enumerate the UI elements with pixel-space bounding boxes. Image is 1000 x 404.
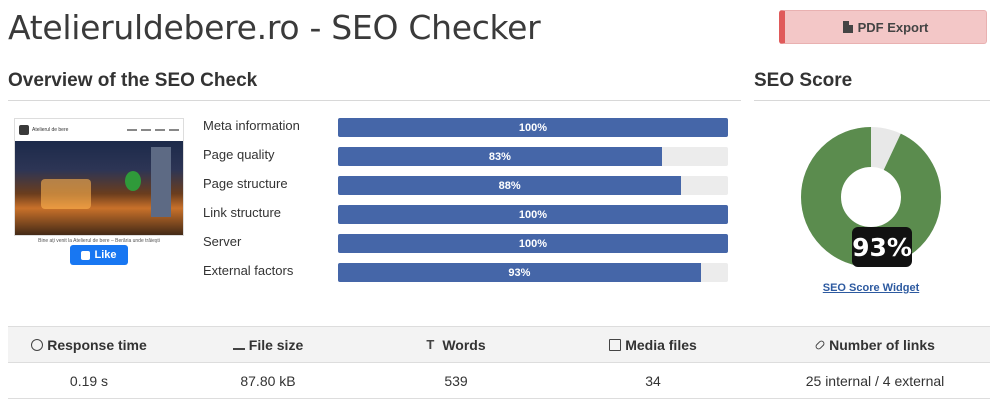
- thumb-brand: Atelierul de bere: [32, 126, 69, 133]
- metric-label: Meta information: [203, 118, 300, 133]
- site-logo-icon: [19, 125, 29, 135]
- metric-row: Meta information 100%: [203, 118, 728, 140]
- stats-header-number-of-links: Number of links: [760, 327, 990, 362]
- score-title: SEO Score: [754, 70, 853, 91]
- score-divider: [754, 100, 990, 101]
- seo-score-value: 93%: [852, 227, 912, 267]
- metric-value: 100%: [518, 208, 548, 221]
- pdf-export-label: PDF Export: [857, 19, 929, 35]
- metric-value: 100%: [518, 237, 548, 250]
- stats-header-file-size: File size: [170, 327, 366, 362]
- metric-row: Link structure 100%: [203, 205, 728, 227]
- metric-row: Page quality 83%: [203, 147, 728, 169]
- metric-row: Page structure 88%: [203, 176, 728, 198]
- metric-bar: 100%: [338, 205, 728, 224]
- header-label: File size: [248, 336, 304, 353]
- metric-label: Server: [203, 234, 242, 249]
- metric-value: 83%: [488, 150, 511, 163]
- metric-fill: 100%: [338, 205, 728, 224]
- file-icon: [842, 21, 853, 33]
- stats-header-words: T Words: [366, 327, 546, 362]
- page-title: Atelieruldebere.ro - SEO Checker: [8, 8, 541, 47]
- metric-row: Server 100%: [203, 234, 728, 256]
- metric-bar: 93%: [338, 263, 728, 282]
- header-label: Number of links: [829, 336, 935, 353]
- stats-value-response-time: 0.19 s: [69, 372, 109, 389]
- thumb-caption: Bine ați venit la Atelierul de bere – Be…: [38, 238, 160, 244]
- overview-divider: [8, 100, 741, 101]
- metric-bar: 88%: [338, 176, 728, 195]
- metric-fill: 93%: [338, 263, 701, 282]
- link-icon: [814, 338, 826, 351]
- stats-value-file-size: 87.80 kB: [240, 372, 296, 389]
- metric-value: 100%: [518, 121, 548, 134]
- stats-header-row: Response time File size T Words Media fil…: [8, 327, 990, 363]
- metric-fill: 100%: [338, 234, 728, 253]
- metric-fill: 100%: [338, 118, 728, 137]
- facebook-like-button[interactable]: Like: [70, 245, 128, 265]
- seo-score-widget-link[interactable]: SEO Score Widget: [822, 282, 920, 294]
- metric-bar: 83%: [338, 147, 728, 166]
- metric-value: 93%: [508, 266, 531, 279]
- clock-icon: [31, 338, 44, 351]
- stats-value-row: 0.19 s 87.80 kB 539 34 25 internal / 4 e…: [8, 363, 990, 399]
- metric-label: Page structure: [203, 176, 288, 191]
- image-icon: [609, 338, 622, 351]
- metric-row: External factors 93%: [203, 263, 728, 285]
- overview-title: Overview of the SEO Check: [8, 70, 258, 91]
- pdf-export-button[interactable]: PDF Export: [779, 10, 987, 44]
- metric-fill: 88%: [338, 176, 682, 195]
- header-label: Response time: [47, 336, 147, 353]
- thumb-header: Atelierul de bere: [15, 119, 183, 141]
- stats-value-number-of-links: 25 internal / 4 external: [805, 372, 945, 389]
- stats-header-response-time: Response time: [8, 327, 170, 362]
- metric-bar: 100%: [338, 118, 728, 137]
- header-label: Media files: [625, 336, 697, 353]
- scale-icon: [232, 340, 245, 350]
- metric-bar: 100%: [338, 234, 728, 253]
- text-icon: T: [426, 336, 435, 352]
- like-label: Like: [94, 249, 117, 261]
- thumb-nav: [127, 129, 183, 131]
- stats-value-words: 539: [444, 372, 468, 389]
- metric-label: Link structure: [203, 205, 282, 220]
- metric-value: 88%: [498, 179, 521, 192]
- stats-table: Response time File size T Words Media fil…: [8, 326, 990, 399]
- metric-fill: 83%: [338, 147, 662, 166]
- stats-value-media-files: 34: [645, 372, 661, 389]
- thumbs-up-icon: [81, 250, 91, 260]
- metric-label: External factors: [203, 263, 294, 278]
- metric-label: Page quality: [203, 147, 275, 162]
- header-label: Words: [442, 336, 486, 353]
- thumb-photo: [15, 141, 183, 235]
- stats-header-media-files: Media files: [546, 327, 760, 362]
- website-screenshot: Atelierul de bere: [14, 118, 184, 236]
